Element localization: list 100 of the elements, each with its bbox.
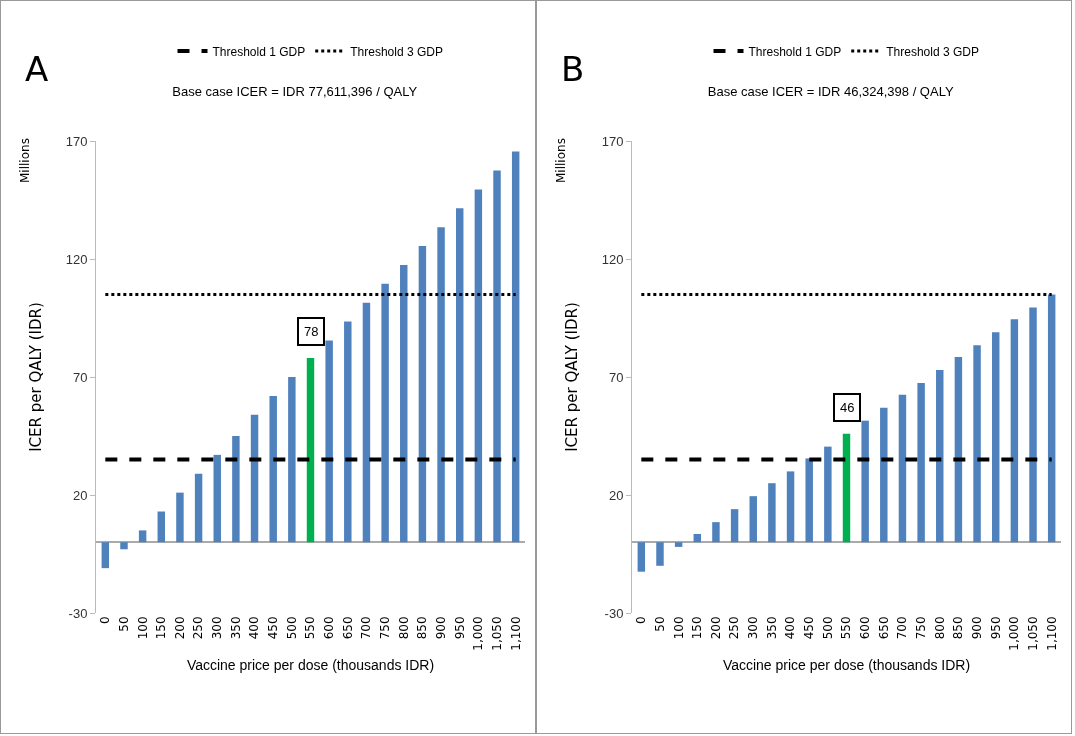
bar [674,542,683,547]
bar [455,208,464,543]
bar [1010,319,1019,543]
bar [880,407,888,543]
x-axis-title: Vaccine price per dose (thousands IDR) [722,657,971,674]
x-tick-label: 850 [951,616,966,640]
bar [288,377,296,543]
bar [381,283,389,543]
bar [269,395,277,543]
bar [138,530,147,543]
x-tick-label: 400 [247,616,262,640]
x-tick-label: 50 [652,616,667,632]
x-tick-label: 550 [303,616,318,640]
x-tick-label: 950 [988,616,1003,640]
bar [936,369,944,543]
bar [805,458,813,543]
y-tick-label: 20 [608,487,624,503]
y-tick-label: 170 [601,133,624,149]
legend-label: Threshold 1 GDP [748,44,842,59]
x-tick-label: 1,100 [1044,616,1059,651]
bar [418,246,427,543]
bar [194,473,203,543]
x-tick-label: 500 [284,616,299,640]
bar [637,542,646,572]
bar [176,492,184,543]
x-tick-label: 100 [671,616,686,640]
bar [400,264,408,543]
bar [362,302,371,543]
x-tick-label: 1,100 [508,616,523,651]
x-tick-label: 750 [914,616,929,640]
bar [786,471,795,543]
bar [306,358,315,543]
bar [1047,294,1056,543]
x-tick-label: 350 [228,616,243,640]
data-label: 78 [304,324,319,339]
bar [693,533,702,543]
y-tick-label: 20 [72,487,88,503]
bar [917,382,925,543]
x-tick-label: 50 [116,616,131,632]
chart-title: Base case ICER = IDR 77,611,396 / QALY [172,84,418,100]
bar [749,496,757,543]
x-tick-label: 150 [154,616,169,640]
data-label: 46 [840,400,855,415]
x-tick-label: 600 [322,616,337,640]
x-tick-label: 650 [876,616,891,640]
text: Millions [18,138,33,183]
y-tick-label: 170 [65,133,88,149]
x-tick-label: 200 [172,616,187,640]
x-tick-label: 250 [191,616,206,640]
bar [1029,307,1037,543]
y-tick-label: 70 [72,369,88,385]
x-tick-label: 650 [340,616,355,640]
bar [973,345,981,543]
bar [344,321,352,543]
x-tick-label: 750 [378,616,393,640]
x-tick-label: 900 [969,616,984,640]
bar [213,454,221,543]
y-tick-label: 120 [65,251,88,267]
bar [101,542,110,569]
bar [768,483,776,543]
x-tick-label: 1,050 [489,616,504,651]
bar [954,356,963,543]
x-tick-label: 200 [708,616,723,640]
x-tick-label: 550 [839,616,854,640]
x-tick-label: 1,050 [1025,616,1040,651]
x-axis-title: Vaccine price per dose (thousands IDR) [186,657,435,674]
x-tick-label: 800 [932,616,947,640]
text: B [561,49,585,89]
x-tick-label: 300 [746,616,761,640]
legend-label: Threshold 1 GDP [212,44,306,59]
bar [157,511,166,543]
x-tick-label: 600 [858,616,873,640]
bar [991,332,1000,543]
x-tick-label: 1,000 [1007,616,1022,651]
bar [250,414,259,543]
x-tick-label: 100 [135,616,150,640]
bar [898,394,907,543]
legend-label: Threshold 3 GDP [350,44,443,59]
y-axis-title: ICER per QALY (IDR) [26,302,45,452]
bar [730,509,739,543]
x-tick-label: 850 [415,616,430,640]
bar [232,436,240,543]
y-axis-title: ICER per QALY (IDR) [562,302,581,452]
x-tick-label: 700 [359,616,374,640]
x-tick-label: 500 [820,616,835,640]
x-tick-label: 0 [634,616,649,625]
bar [511,151,520,543]
bar [437,227,445,543]
x-tick-label: 150 [690,616,705,640]
y-tick-label: 70 [608,369,624,385]
x-tick-label: 400 [783,616,798,640]
bar [120,542,128,550]
bar [824,446,832,543]
text: Millions [554,138,569,183]
bar [842,433,851,543]
x-tick-label: 350 [764,616,779,640]
x-tick-label: 450 [802,616,817,640]
x-tick-label: 0 [98,616,113,625]
x-tick-label: 800 [396,616,411,640]
bar [474,189,483,543]
